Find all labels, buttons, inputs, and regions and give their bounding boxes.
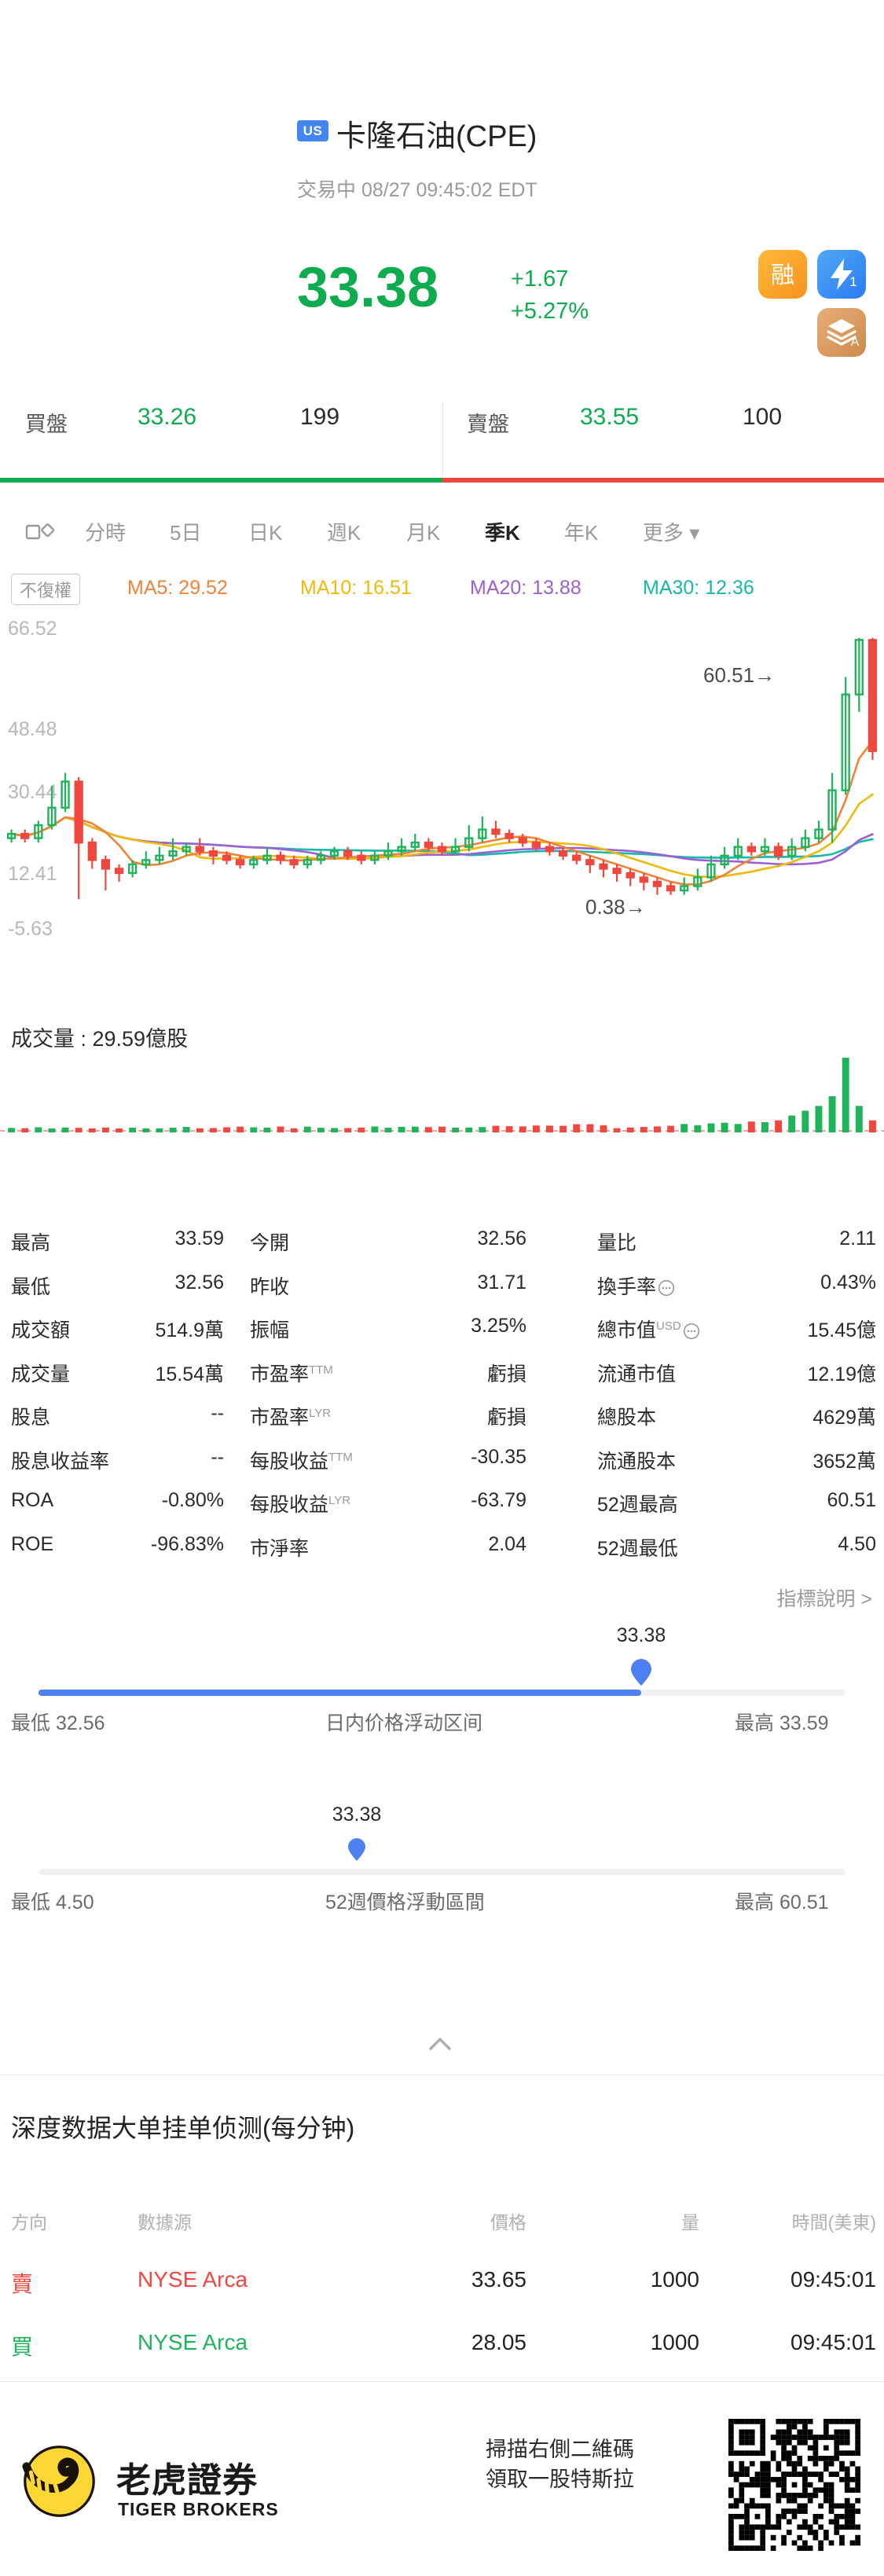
svg-text:A: A [851, 336, 860, 349]
svg-text:1: 1 [849, 274, 856, 289]
svg-text:融: 融 [771, 262, 794, 288]
